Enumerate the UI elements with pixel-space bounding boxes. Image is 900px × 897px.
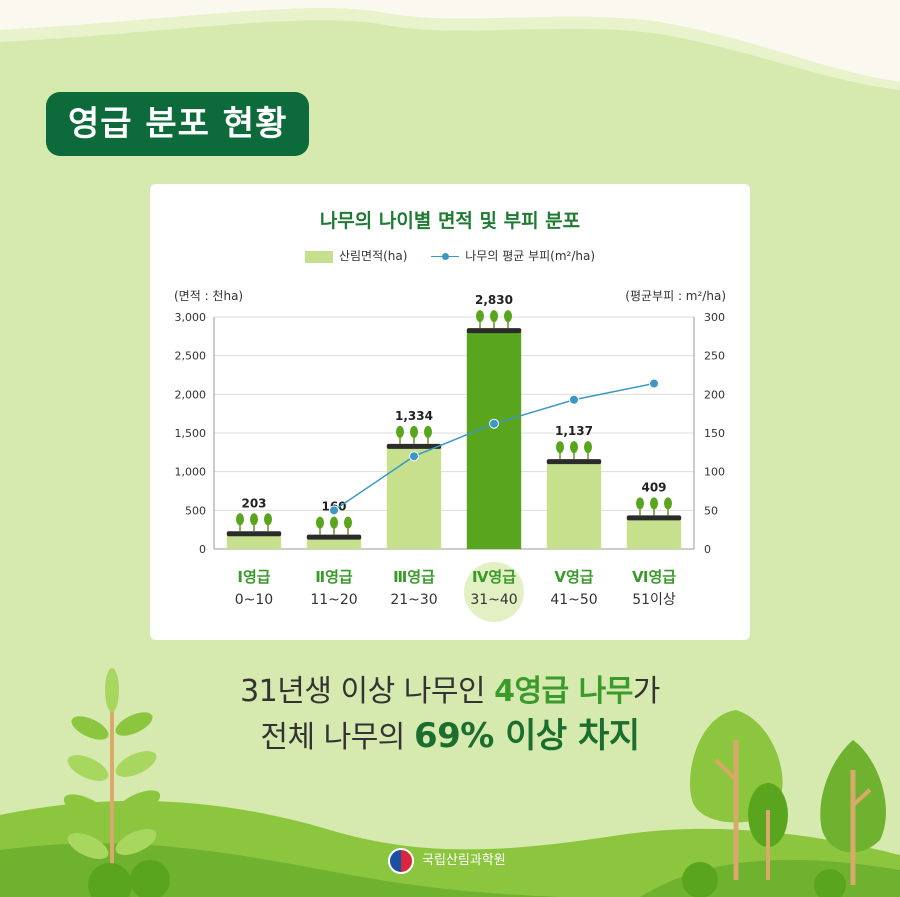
bar <box>626 517 682 549</box>
legend-item-volume: 나무의 평균 부피(m²/ha) <box>431 247 595 264</box>
volume-point <box>649 378 659 389</box>
bar <box>386 445 442 549</box>
sprout-leaf-icon <box>396 425 404 438</box>
bar-value-label: 2,830 <box>475 293 513 307</box>
sprout-leaf-icon <box>584 441 592 454</box>
sprout-leaf-icon <box>664 497 672 510</box>
page-title: 영급 분포 현황 <box>46 92 310 156</box>
sprout-leaf-icon <box>556 441 564 454</box>
sprout-leaf-icon <box>344 516 352 529</box>
category-label: Ⅴ영급 <box>554 568 593 586</box>
y-left-tick-label: 0 <box>199 543 206 556</box>
caption-line1-post: 가 <box>632 674 661 709</box>
bar-value-label: 203 <box>241 496 266 510</box>
footer: 국립산림과학원 <box>388 846 506 876</box>
category-label: Ⅳ영급 <box>472 568 516 586</box>
sprout-leaf-icon <box>316 516 324 529</box>
y-right-tick-label: 0 <box>704 543 711 556</box>
bar-soil <box>386 443 442 449</box>
sprout-leaf-icon <box>490 310 498 323</box>
category-range-label: 41~50 <box>550 592 597 608</box>
category-label: Ⅱ영급 <box>315 568 353 586</box>
volume-point <box>329 505 339 516</box>
volume-point <box>409 451 419 462</box>
bar-soil <box>546 459 602 465</box>
y-left-tick-label: 2,000 <box>175 388 207 401</box>
bar <box>466 330 522 549</box>
bar-soil <box>626 515 682 521</box>
legend-item-area: 산림면적(ha) <box>304 247 408 264</box>
legend-label-area: 산림면적(ha) <box>338 249 408 263</box>
y-right-tick-label: 200 <box>704 388 725 401</box>
caption-line-1: 31년생 이상 나무인 4영급 나무가 <box>0 670 900 714</box>
y-left-tick-label: 3,000 <box>175 311 207 324</box>
sprout-leaf-icon <box>476 310 484 323</box>
y-left-tick-label: 1,500 <box>175 427 207 440</box>
y-left-unit: (면적 : 천ha) <box>174 289 244 303</box>
y-right-tick-label: 100 <box>704 466 725 479</box>
caption-line-2: 전체 나무의 69% 이상 차지 <box>0 714 900 760</box>
caption: 31년생 이상 나무인 4영급 나무가 전체 나무의 69% 이상 차지 <box>0 670 900 760</box>
legend-label-volume: 나무의 평균 부피(m²/ha) <box>465 249 596 263</box>
sprout-leaf-icon <box>650 497 658 510</box>
chart-plot: 0 500 1,000 1,500 2,000 2,500 3,000 0 50 100 150 20… <box>175 293 725 622</box>
legend-bar-swatch <box>304 250 333 263</box>
category-range-label: 0~10 <box>235 592 273 608</box>
y-left-tick-label: 500 <box>185 504 206 517</box>
government-emblem-icon <box>388 847 414 874</box>
sprout-leaf-icon <box>424 425 432 438</box>
sky-area <box>0 0 900 82</box>
bar <box>306 536 362 549</box>
footer-org: 국립산림과학원 <box>422 853 506 868</box>
bar <box>546 461 602 549</box>
category-label: Ⅲ영급 <box>393 568 435 586</box>
caption-line1-highlight: 4영급 나무 <box>494 674 633 709</box>
sprout-leaf-icon <box>410 425 418 438</box>
tree-right-icon <box>682 710 886 897</box>
y-right-tick-label: 250 <box>704 350 725 363</box>
y-left-tick-label: 1,000 <box>175 466 207 479</box>
volume-point <box>569 394 579 405</box>
category-highlight-circle <box>464 562 524 622</box>
sprout-leaf-icon <box>250 513 258 526</box>
category-range-label: 31~40 <box>470 592 517 608</box>
sprout-leaf-icon <box>504 310 512 323</box>
bar-value-label: 1,137 <box>555 424 593 438</box>
sprout-leaf-icon <box>236 513 244 526</box>
bar-value-label: 409 <box>641 480 666 494</box>
category-range-label: 11~20 <box>310 592 357 608</box>
caption-line2-highlight: 69% 이상 차지 <box>413 716 640 756</box>
bar-soil <box>306 534 362 540</box>
volume-point <box>489 418 499 429</box>
y-left-tick-label: 2,500 <box>175 350 207 363</box>
bar-soil <box>466 328 522 334</box>
legend-line-swatch <box>431 251 460 263</box>
caption-line2-pre: 전체 나무의 <box>260 720 414 755</box>
sprout-leaf-icon <box>570 441 578 454</box>
caption-line1-pre: 31년생 이상 나무인 <box>240 674 495 709</box>
sprout-leaf-icon <box>636 497 644 510</box>
y-right-unit: (평균부피 : m²/ha) <box>625 289 726 303</box>
chart-legend: 산림면적(ha) 나무의 평균 부피(m²/ha) <box>150 247 750 264</box>
category-range-label: 21~30 <box>390 592 437 608</box>
y-right-tick-label: 300 <box>704 311 725 324</box>
bar-value-label: 1,334 <box>395 409 433 423</box>
sprout-leaf-icon <box>330 516 338 529</box>
bar-soil <box>226 531 282 537</box>
category-label: Ⅵ영급 <box>632 568 676 586</box>
category-range-label: 51이상 <box>632 592 676 608</box>
bar <box>226 533 282 549</box>
y-right-tick-label: 50 <box>704 504 718 517</box>
category-label: Ⅰ영급 <box>237 568 270 586</box>
y-right-tick-label: 150 <box>704 427 725 440</box>
chart-card: 나무의 나이별 면적 및 부피 분포 산림면적(ha) 나무의 평균 부피(m²… <box>150 184 750 640</box>
chart-title: 나무의 나이별 면적 및 부피 분포 <box>319 210 581 232</box>
plant-left-icon <box>63 668 161 880</box>
sprout-leaf-icon <box>264 513 272 526</box>
